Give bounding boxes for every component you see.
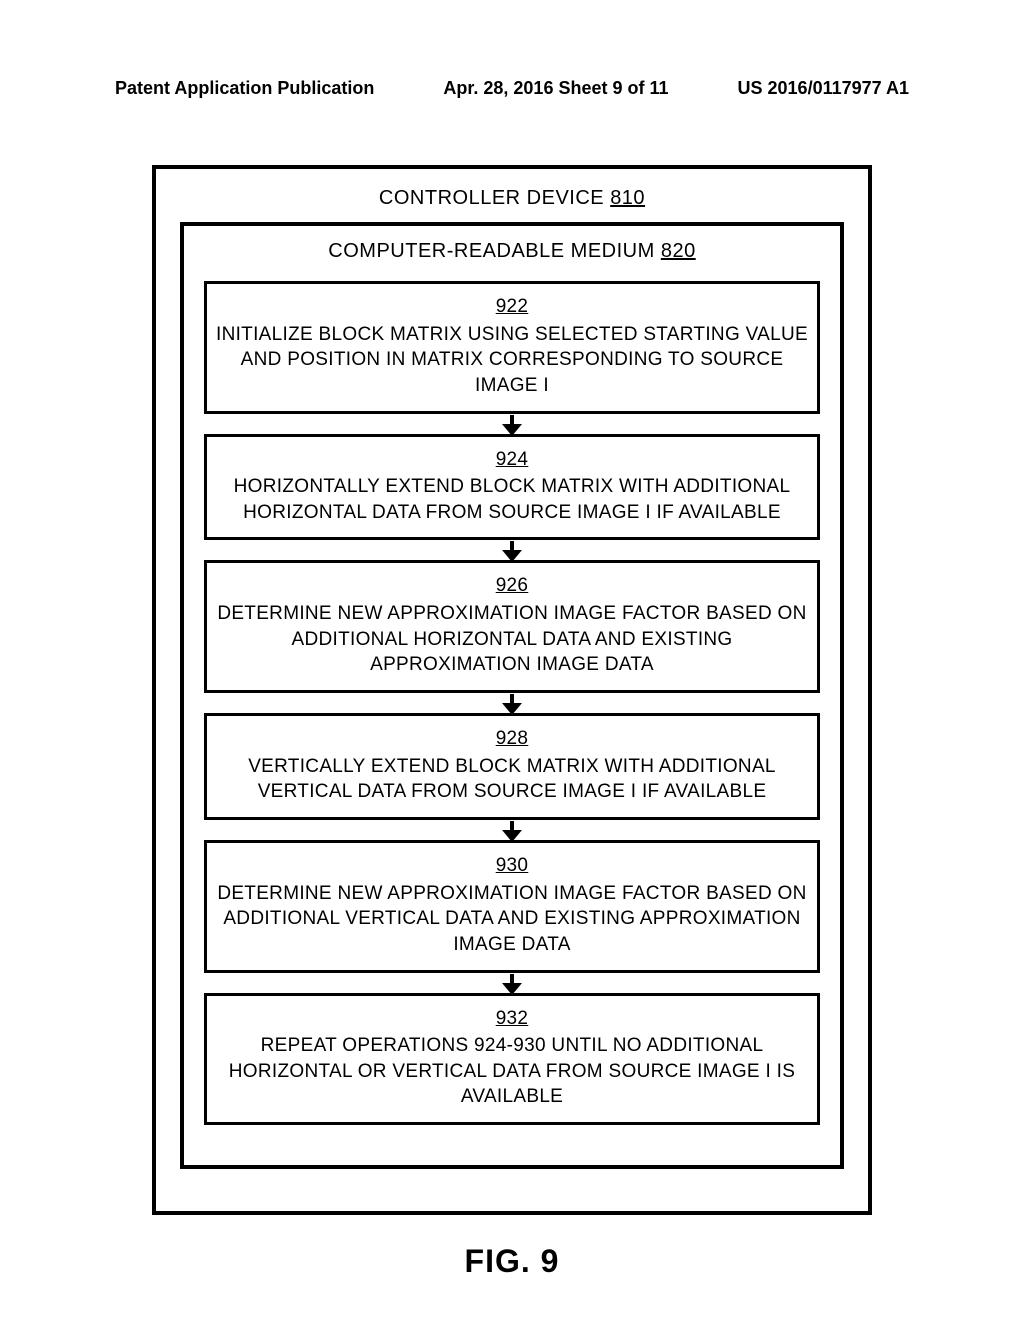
step-930-num: 930	[215, 853, 809, 879]
arrow-1	[204, 415, 820, 433]
header-pub-number: US 2016/0117977 A1	[738, 78, 909, 99]
page-header: Patent Application Publication Apr. 28, …	[0, 78, 1024, 99]
controller-title-text: CONTROLLER DEVICE	[379, 187, 610, 209]
arrow-5	[204, 974, 820, 992]
step-922-num: 922	[215, 294, 809, 320]
step-926: 926 DETERMINE NEW APPROXIMATION IMAGE FA…	[204, 560, 820, 693]
medium-title-num: 820	[661, 240, 696, 262]
controller-device-box: CONTROLLER DEVICE 810 COMPUTER-READABLE …	[152, 165, 872, 1215]
header-publication: Patent Application Publication	[115, 78, 374, 99]
step-924: 924 HORIZONTALLY EXTEND BLOCK MATRIX WIT…	[204, 434, 820, 541]
arrow-3	[204, 694, 820, 712]
step-922-text: INITIALIZE BLOCK MATRIX USING SELECTED S…	[216, 324, 808, 396]
step-932: 932 REPEAT OPERATIONS 924-930 UNTIL NO A…	[204, 993, 820, 1126]
controller-device-title: CONTROLLER DEVICE 810	[180, 187, 844, 210]
medium-title-text: COMPUTER-READABLE MEDIUM	[328, 240, 661, 262]
step-928-text: VERTICALLY EXTEND BLOCK MATRIX WITH ADDI…	[248, 756, 776, 803]
controller-title-num: 810	[610, 187, 645, 209]
step-926-text: DETERMINE NEW APPROXIMATION IMAGE FACTOR…	[217, 603, 806, 675]
step-930: 930 DETERMINE NEW APPROXIMATION IMAGE FA…	[204, 840, 820, 973]
step-924-num: 924	[215, 447, 809, 473]
diagram-area: CONTROLLER DEVICE 810 COMPUTER-READABLE …	[152, 165, 872, 1280]
step-928: 928 VERTICALLY EXTEND BLOCK MATRIX WITH …	[204, 713, 820, 820]
arrow-4	[204, 821, 820, 839]
step-922: 922 INITIALIZE BLOCK MATRIX USING SELECT…	[204, 281, 820, 414]
step-930-text: DETERMINE NEW APPROXIMATION IMAGE FACTOR…	[217, 883, 806, 955]
step-926-num: 926	[215, 573, 809, 599]
medium-title: COMPUTER-READABLE MEDIUM 820	[204, 240, 820, 263]
arrow-2	[204, 541, 820, 559]
step-928-num: 928	[215, 726, 809, 752]
step-932-num: 932	[215, 1006, 809, 1032]
step-932-text: REPEAT OPERATIONS 924-930 UNTIL NO ADDIT…	[229, 1035, 795, 1107]
header-date-sheet: Apr. 28, 2016 Sheet 9 of 11	[443, 78, 668, 99]
computer-readable-medium-box: COMPUTER-READABLE MEDIUM 820 922 INITIAL…	[180, 222, 844, 1169]
figure-label: FIG. 9	[152, 1243, 872, 1280]
step-924-text: HORIZONTALLY EXTEND BLOCK MATRIX WITH AD…	[234, 476, 791, 523]
